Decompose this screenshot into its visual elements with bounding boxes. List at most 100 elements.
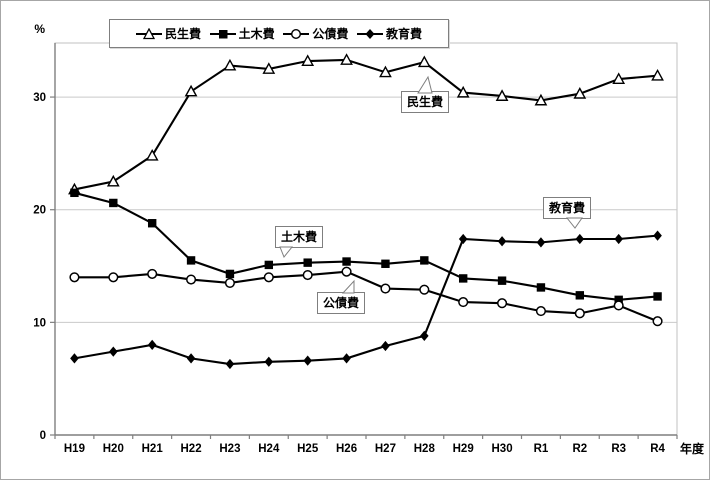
triangle-marker-icon [301, 54, 315, 67]
series-line [74, 234, 658, 366]
square-marker-icon [420, 256, 429, 265]
square-marker-icon [653, 292, 662, 301]
callout-label: 教育費 [549, 201, 586, 215]
circle-marker-icon [283, 28, 310, 39]
triangle-marker-icon [612, 72, 626, 85]
x-axis-title: 年度 [680, 442, 705, 456]
x-tick-label: R4 [650, 443, 665, 455]
y-axis-unit-label: % [34, 22, 45, 36]
circle-marker-icon [419, 284, 430, 295]
x-tick-label: H28 [414, 443, 436, 455]
square-marker-icon [109, 198, 118, 208]
triangle-marker-icon [417, 55, 431, 68]
square-marker-icon [381, 259, 390, 268]
diamond-marker-icon [70, 353, 79, 364]
circle-marker-icon [147, 268, 158, 279]
diamond-marker-icon [420, 330, 429, 341]
diamond-marker-icon [575, 233, 585, 245]
x-tick-label: H27 [375, 443, 396, 455]
triangle-marker-icon [651, 69, 664, 81]
diamond-marker-icon [147, 339, 157, 350]
x-tick-label: H21 [142, 443, 164, 455]
diamond-marker-icon [614, 233, 623, 245]
diamond-marker-icon [536, 237, 546, 248]
square-marker-icon [575, 291, 585, 300]
x-tick-label: H23 [219, 443, 240, 455]
square-marker-icon [458, 274, 468, 283]
legend-item-dobokuhi: 土木費 [209, 26, 275, 41]
triangle-marker-icon [106, 174, 120, 187]
diamond-marker-icon [381, 340, 390, 352]
circle-marker-icon [302, 269, 313, 281]
series-line [74, 191, 658, 301]
diamond-marker-icon [497, 236, 507, 247]
series-line [74, 270, 658, 323]
x-tick-label: H29 [453, 443, 474, 455]
diamond-marker-icon [458, 233, 468, 245]
square-marker-icon [497, 276, 507, 285]
circle-marker-icon [535, 306, 546, 317]
x-tick-label: R2 [572, 443, 587, 455]
square-marker-icon [342, 257, 351, 266]
x-tick-label: R1 [534, 443, 549, 455]
circle-marker-icon [263, 272, 274, 283]
series-line [74, 58, 658, 191]
circle-marker-icon [652, 316, 663, 327]
circle-marker-icon [186, 274, 197, 285]
diamond-marker-icon [342, 353, 351, 364]
square-marker-icon [614, 295, 623, 305]
triangle-marker-icon [223, 58, 237, 71]
triangle-marker-icon [262, 62, 276, 74]
x-tick-label: H19 [64, 443, 85, 455]
y-tick-label: 10 [33, 317, 46, 329]
triangle-marker-icon [145, 148, 159, 161]
triangle-marker-icon [495, 89, 509, 101]
legend-label: 民生費 [165, 26, 202, 41]
diamond-marker-icon [356, 28, 383, 39]
callout-kyoikuhi: 教育費 [543, 197, 592, 229]
x-tick-label: H22 [181, 443, 202, 455]
callout-minseihi: 民生費 [401, 75, 450, 113]
x-tick-label: H20 [103, 443, 124, 455]
triangle-marker-icon [136, 27, 162, 39]
square-marker-icon [209, 29, 236, 38]
circle-marker-icon [108, 272, 119, 283]
circle-marker-icon [224, 277, 235, 288]
x-tick-label: H30 [492, 443, 513, 455]
triangle-marker-icon [534, 93, 548, 106]
callout-label: 土木費 [281, 230, 318, 244]
square-marker-icon [70, 188, 79, 198]
square-marker-icon [147, 219, 157, 228]
y-tick-label: 30 [33, 92, 46, 104]
triangle-marker-icon [184, 84, 198, 97]
triangle-marker-icon [573, 87, 587, 99]
x-tick-label: H25 [297, 443, 319, 455]
callout-dobokuhi: 土木費 [275, 226, 324, 258]
x-tick-label: R3 [611, 443, 626, 455]
legend-label: 土木費 [238, 26, 275, 41]
callout-pointer-icon [565, 217, 583, 229]
circle-marker-icon [613, 300, 624, 311]
square-marker-icon [264, 260, 274, 270]
legend-label: 教育費 [385, 26, 422, 41]
square-marker-icon [536, 283, 546, 292]
circle-marker-icon [574, 308, 585, 319]
legend-item-kyoikuhi: 教育費 [356, 26, 422, 41]
chart-legend: 民生費 土木費 公債費 教育費 [109, 19, 449, 48]
callout-pointer-icon [279, 246, 294, 258]
circle-marker-icon [69, 272, 80, 283]
diamond-marker-icon [225, 358, 235, 370]
x-tick-label: H26 [336, 443, 357, 455]
y-tick-label: 20 [33, 205, 46, 217]
diamond-marker-icon [303, 355, 312, 366]
legend-label: 公債費 [312, 26, 349, 41]
square-marker-icon [303, 258, 312, 267]
callout-pointer-icon [417, 75, 433, 94]
triangle-marker-icon [379, 65, 392, 78]
x-tick-label: H24 [258, 443, 280, 455]
triangle-marker-icon [456, 85, 470, 98]
square-marker-icon [225, 269, 235, 279]
diamond-marker-icon [109, 346, 118, 357]
